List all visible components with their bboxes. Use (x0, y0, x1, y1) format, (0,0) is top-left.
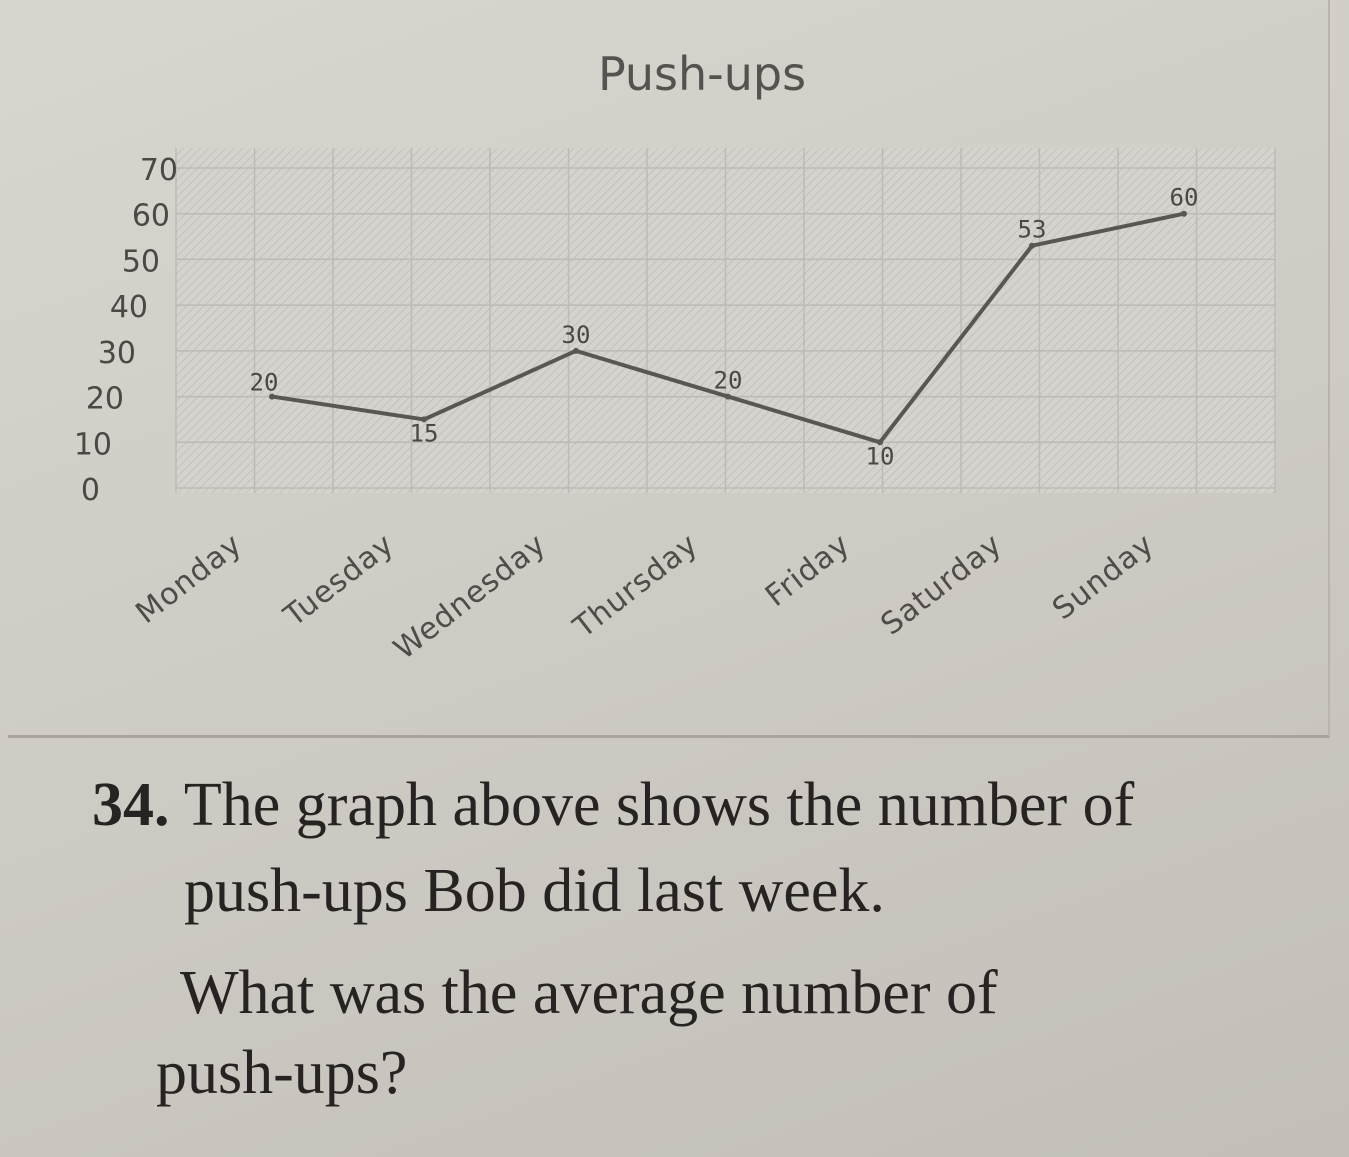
data-label: 53 (1018, 216, 1047, 244)
series-line-layer (269, 210, 1187, 446)
question-line-1: 34. The graph above shows the number of (92, 770, 1134, 840)
y-axis-ticks: 70 60 50 40 30 20 10 0 (74, 153, 178, 508)
y-tick-label: 50 (122, 244, 160, 279)
y-tick-label: 60 (132, 199, 170, 234)
data-label: 10 (866, 442, 895, 470)
question-text-1: The graph above shows the number of (183, 771, 1135, 839)
x-category-label: Thursday (566, 527, 705, 646)
y-tick-label: 70 (140, 153, 178, 188)
data-label: 20 (250, 369, 279, 397)
data-point (421, 416, 427, 423)
data-label: 20 (714, 367, 743, 395)
x-category-label: Sunday (1046, 527, 1161, 627)
question-number: 34. (92, 771, 170, 839)
x-category-label: Monday (129, 527, 249, 631)
data-point (1181, 210, 1187, 217)
data-point (877, 439, 883, 446)
data-point (725, 393, 731, 400)
chart-title: Push-ups (598, 47, 806, 101)
data-labels: 20 15 30 20 10 53 60 (250, 184, 1199, 471)
data-point (269, 393, 275, 400)
y-tick-label: 10 (74, 427, 112, 462)
x-category-label: Tuesday (277, 527, 401, 635)
data-point (1029, 242, 1035, 249)
data-label: 30 (562, 321, 591, 349)
grid-lines (175, 148, 1276, 493)
x-category-label: Friday (759, 527, 857, 614)
data-point (573, 347, 579, 354)
data-label: 60 (1170, 184, 1199, 212)
question-line-4: push-ups? (156, 1039, 408, 1107)
data-label: 15 (410, 419, 439, 447)
y-tick-label: 0 (81, 473, 100, 508)
y-tick-label: 40 (110, 290, 148, 325)
question-line-3: What was the average number of (180, 959, 998, 1027)
chart-frame (8, 0, 1330, 738)
x-category-label: Wednesday (387, 527, 553, 667)
y-tick-label: 20 (86, 382, 124, 417)
question-line-2: push-ups Bob did last week. (184, 857, 885, 925)
x-category-label: Saturday (875, 527, 1009, 643)
y-tick-label: 30 (98, 336, 136, 371)
